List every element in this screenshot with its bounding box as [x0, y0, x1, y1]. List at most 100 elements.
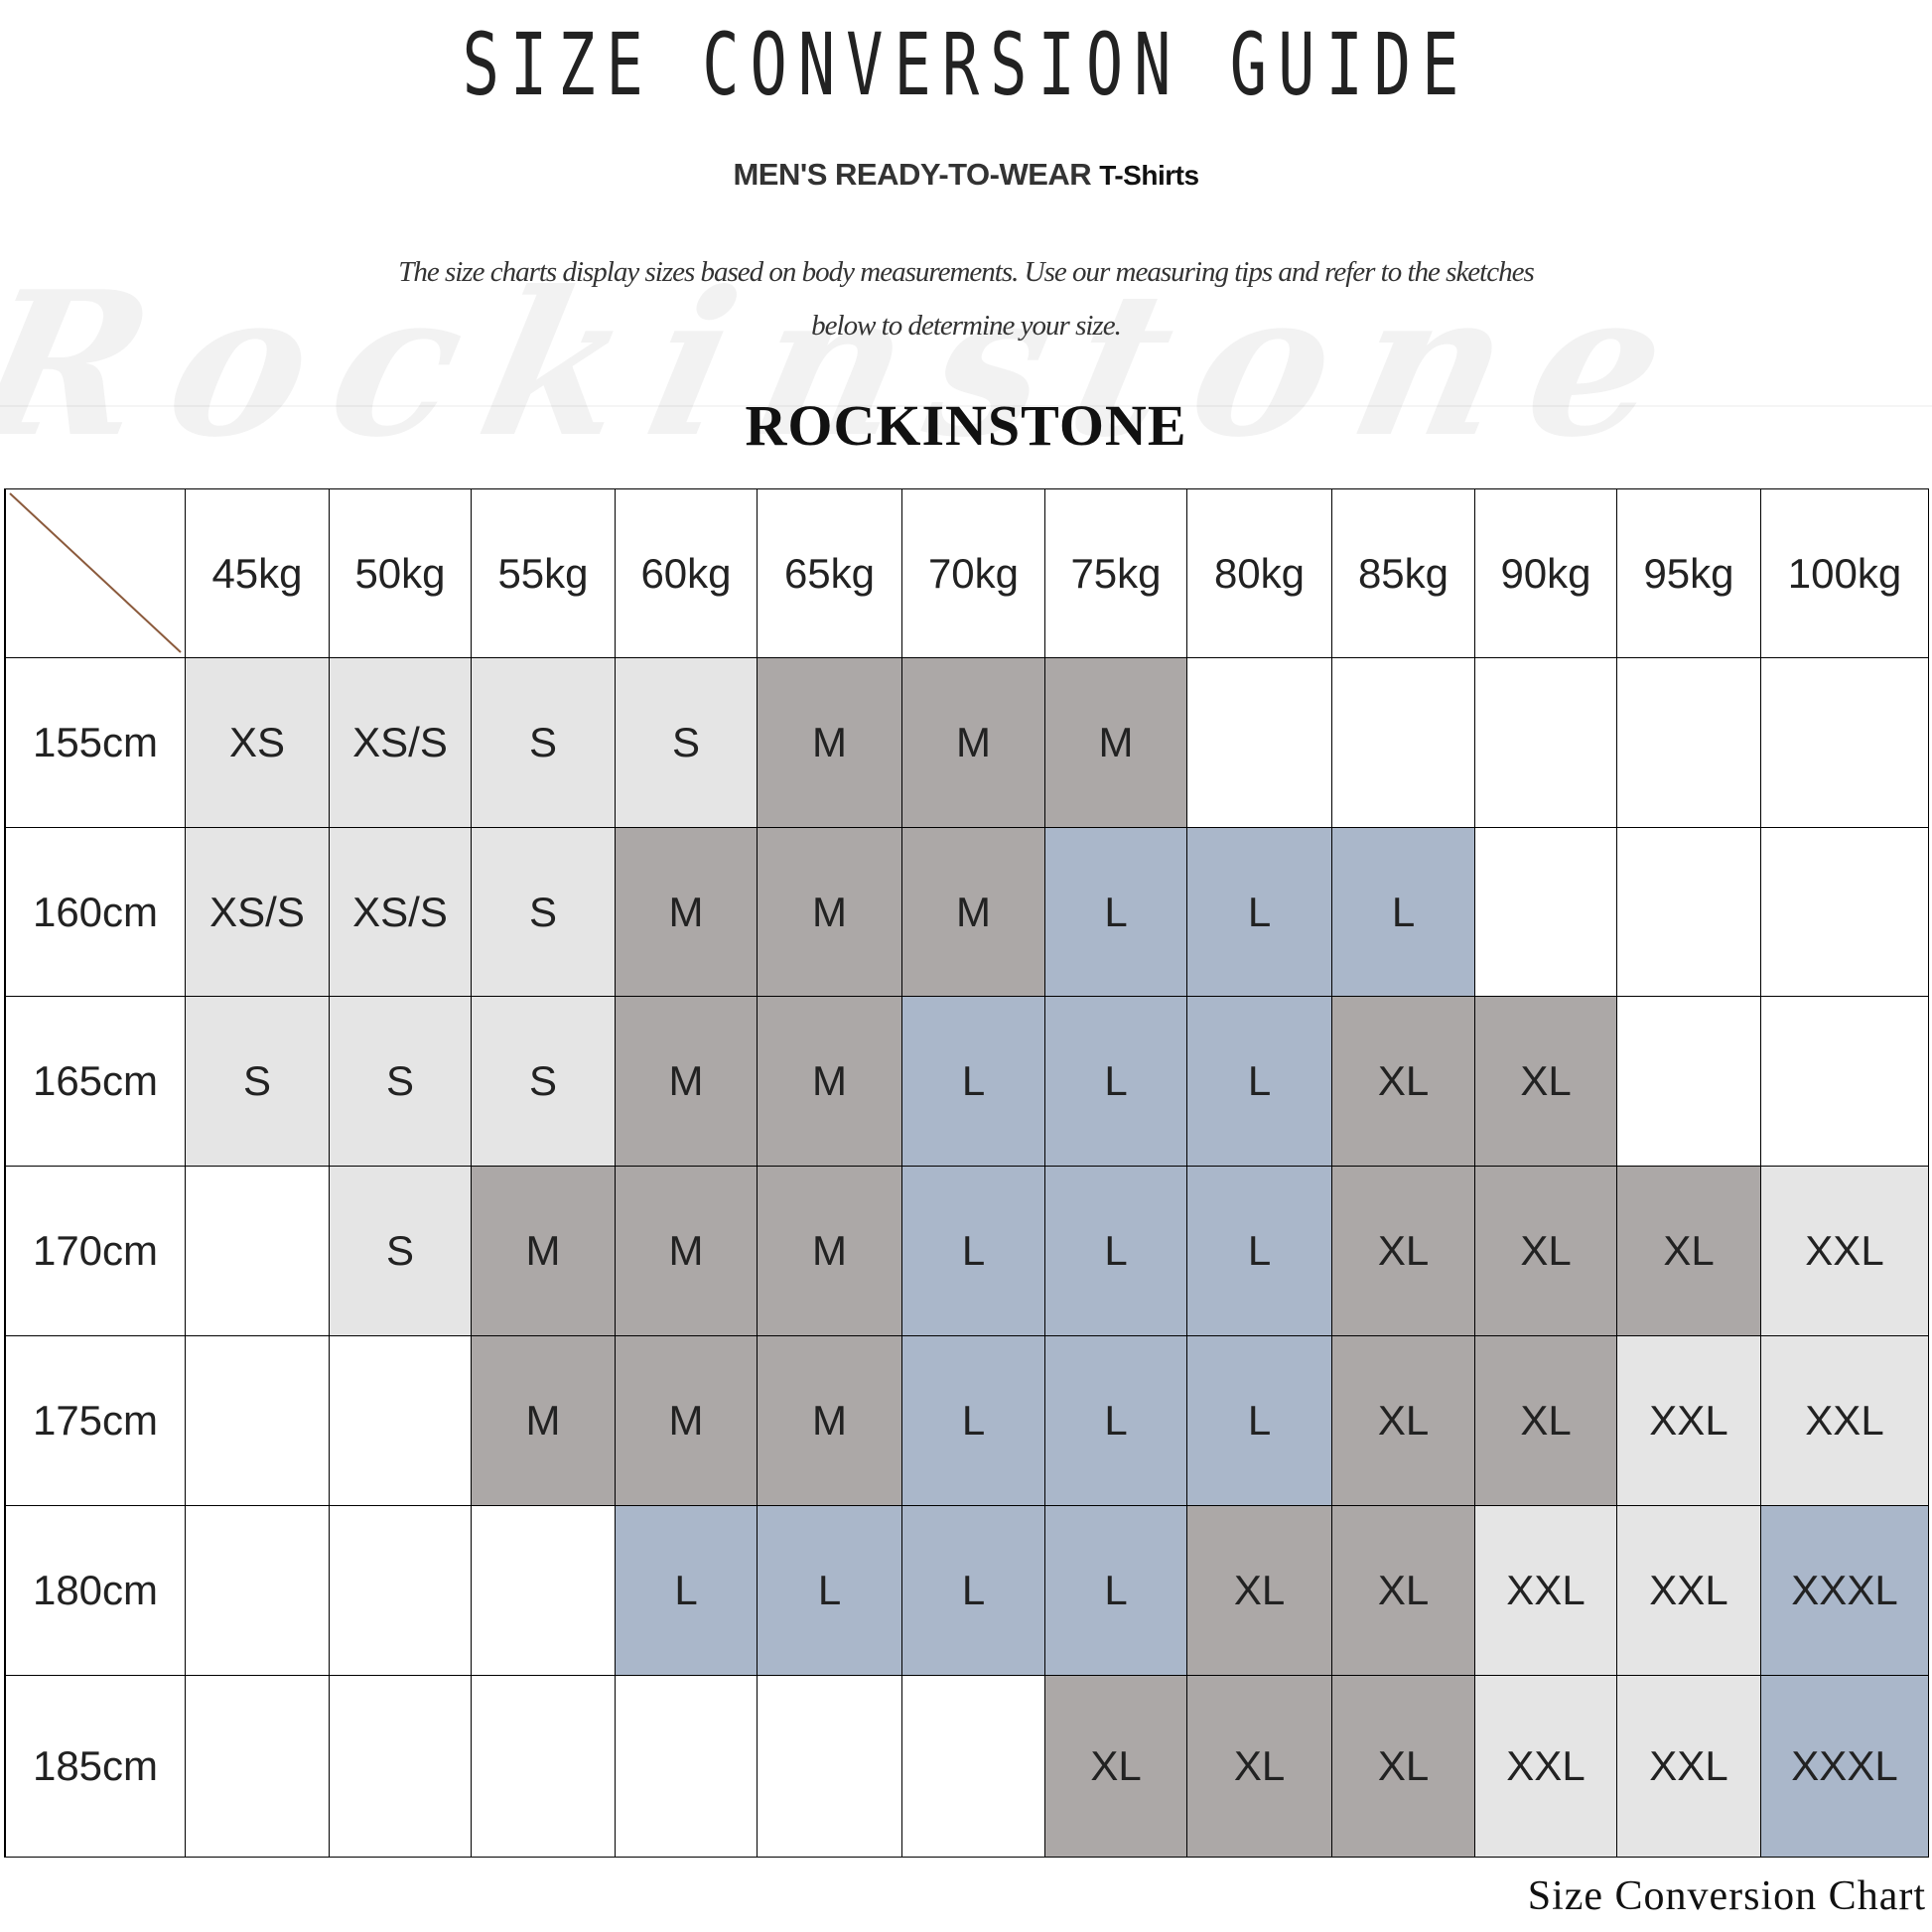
height-header: 170cm: [4, 1166, 186, 1336]
subtitle-product: T-Shirts: [1099, 160, 1199, 191]
height-header: 160cm: [4, 827, 186, 997]
empty-cell: [1474, 657, 1617, 828]
weight-header: 45kg: [185, 488, 330, 658]
size-cell: XL: [1186, 1675, 1332, 1858]
empty-cell: [329, 1675, 472, 1858]
empty-cell: [901, 1675, 1045, 1858]
size-cell: M: [757, 1166, 902, 1336]
subtitle: MEN'S READY-TO-WEAR T-Shirts: [0, 157, 1932, 193]
size-cell: XL: [1474, 1166, 1617, 1336]
size-cell: L: [901, 1166, 1045, 1336]
size-cell: XL: [1331, 1505, 1475, 1676]
size-cell: XL: [1616, 1166, 1761, 1336]
height-header: 155cm: [4, 657, 186, 828]
subtitle-main: MEN'S READY-TO-WEAR: [733, 157, 1092, 192]
empty-cell: [471, 1675, 616, 1858]
size-cell: S: [471, 657, 616, 828]
size-cell: XS: [185, 657, 330, 828]
size-cell: L: [1044, 1335, 1187, 1506]
weight-header: 90kg: [1474, 488, 1617, 658]
weight-header: 55kg: [471, 488, 616, 658]
size-cell: L: [1186, 1335, 1332, 1506]
empty-cell: [757, 1675, 902, 1858]
size-cell: XL: [1331, 1166, 1475, 1336]
weight-header: 60kg: [615, 488, 758, 658]
weight-header: 70kg: [901, 488, 1045, 658]
empty-cell: [1616, 827, 1761, 997]
size-cell: XL: [1044, 1675, 1187, 1858]
size-cell: M: [901, 827, 1045, 997]
size-cell: M: [471, 1335, 616, 1506]
weight-header: 65kg: [757, 488, 902, 658]
empty-cell: [615, 1675, 758, 1858]
empty-cell: [185, 1335, 330, 1506]
size-cell: XXXL: [1760, 1505, 1929, 1676]
description-line-1: The size charts display sizes based on b…: [398, 256, 1535, 288]
size-cell: S: [471, 996, 616, 1167]
size-cell: L: [901, 1335, 1045, 1506]
size-cell: L: [1044, 996, 1187, 1167]
weight-header: 85kg: [1331, 488, 1475, 658]
brand-name: ROCKINSTONE: [745, 393, 1187, 458]
size-cell: XL: [1331, 1335, 1475, 1506]
height-header: 175cm: [4, 1335, 186, 1506]
empty-cell: [185, 1505, 330, 1676]
size-cell: XXXL: [1760, 1675, 1929, 1858]
size-cell: M: [1044, 657, 1187, 828]
empty-cell: [1616, 996, 1761, 1167]
height-header: 165cm: [4, 996, 186, 1167]
size-cell: L: [1186, 996, 1332, 1167]
size-cell: S: [615, 657, 758, 828]
description-line-2: below to determine your size.: [811, 310, 1122, 342]
size-cell: L: [1331, 827, 1475, 997]
weight-header: 100kg: [1760, 488, 1929, 658]
size-cell: XS/S: [329, 657, 472, 828]
weight-header: 75kg: [1044, 488, 1187, 658]
footer-caption: Size Conversion Chart: [1527, 1873, 1926, 1919]
size-cell: XL: [1474, 1335, 1617, 1506]
size-cell: L: [1186, 827, 1332, 997]
size-cell: XL: [1474, 996, 1617, 1167]
size-cell: S: [329, 996, 472, 1167]
empty-cell: [185, 1166, 330, 1336]
size-cell: M: [757, 827, 902, 997]
size-cell: M: [615, 827, 758, 997]
size-cell: XL: [1186, 1505, 1332, 1676]
corner-cell: [4, 488, 186, 658]
empty-cell: [1616, 657, 1761, 828]
size-cell: M: [615, 996, 758, 1167]
watermark-line: [0, 405, 1932, 407]
size-cell: S: [471, 827, 616, 997]
size-cell: L: [1186, 1166, 1332, 1336]
diagonal-divider: [9, 492, 182, 653]
size-cell: XL: [1331, 996, 1475, 1167]
size-cell: XS/S: [185, 827, 330, 997]
size-cell: XL: [1331, 1675, 1475, 1858]
size-cell: L: [1044, 1505, 1187, 1676]
size-cell: XXL: [1474, 1505, 1617, 1676]
size-cell: M: [471, 1166, 616, 1336]
size-cell: M: [615, 1335, 758, 1506]
empty-cell: [1474, 827, 1617, 997]
size-cell: XXL: [1760, 1335, 1929, 1506]
empty-cell: [329, 1335, 472, 1506]
empty-cell: [471, 1505, 616, 1676]
size-cell: S: [329, 1166, 472, 1336]
size-cell: L: [901, 996, 1045, 1167]
empty-cell: [1760, 657, 1929, 828]
page-title: SIZE CONVERSION GUIDE: [462, 14, 1470, 116]
weight-header: 80kg: [1186, 488, 1332, 658]
size-cell: XXL: [1474, 1675, 1617, 1858]
weight-header: 95kg: [1616, 488, 1761, 658]
size-cell: M: [615, 1166, 758, 1336]
size-cell: M: [757, 996, 902, 1167]
size-cell: L: [901, 1505, 1045, 1676]
size-cell: XXL: [1616, 1675, 1761, 1858]
empty-cell: [1760, 996, 1929, 1167]
empty-cell: [1760, 827, 1929, 997]
size-cell: L: [1044, 1166, 1187, 1336]
size-cell: M: [757, 1335, 902, 1506]
height-header: 185cm: [4, 1675, 186, 1858]
size-cell: XXL: [1760, 1166, 1929, 1336]
